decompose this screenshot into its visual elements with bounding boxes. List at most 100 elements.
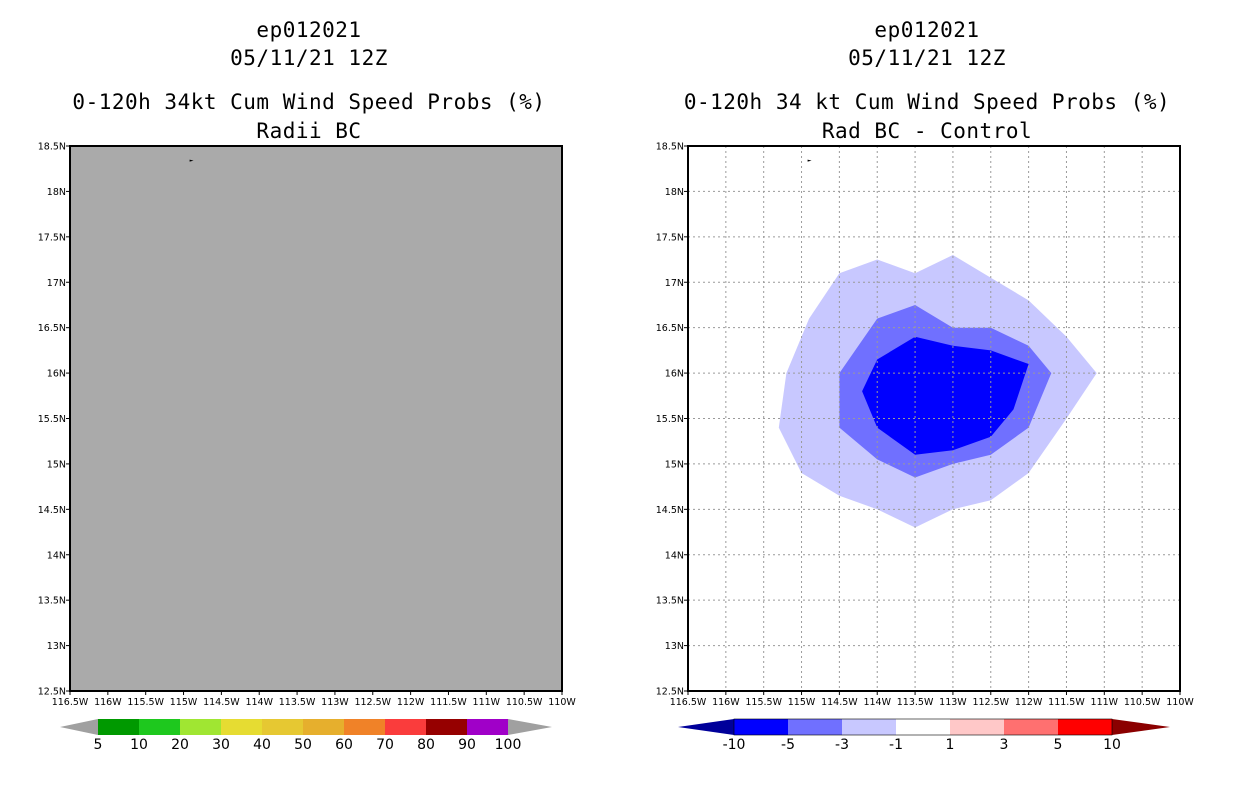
colorbar-label: 40 bbox=[253, 737, 271, 753]
colorbar-label: -3 bbox=[835, 737, 849, 753]
storm-id-title: ep012021 bbox=[874, 18, 980, 42]
x-tick-label: 115W bbox=[170, 697, 198, 708]
x-tick-label: 113W bbox=[939, 697, 967, 708]
colorbar-swatch-5 bbox=[1004, 719, 1058, 735]
right-map-plot: 116.5W 116W 115.5W 115W 114.5W 114W 113.5W 113W… bbox=[656, 142, 1195, 709]
x-tick-label: 111.5W bbox=[1048, 697, 1085, 708]
island-marker bbox=[189, 159, 194, 162]
right-chart-panel: ep012021 05/11/21 12Z 0-120h 34 kt Cum W… bbox=[618, 0, 1236, 800]
y-tick-label: 17N bbox=[47, 278, 66, 289]
colorbar-end-triangle-right bbox=[1112, 719, 1170, 735]
colorbar-swatch-6 bbox=[1058, 719, 1112, 735]
contour-fill-2 bbox=[862, 336, 1029, 455]
colorbar-swatch-3 bbox=[221, 719, 262, 735]
x-tick-label: 110W bbox=[1166, 697, 1194, 708]
y-tick-label: 13N bbox=[665, 641, 684, 652]
y-tick-label: 16.5N bbox=[656, 323, 684, 334]
y-tick-label: 17.5N bbox=[38, 232, 66, 243]
x-tick-label: 113.5W bbox=[897, 697, 934, 708]
colorbar-end-triangle-left bbox=[678, 719, 734, 735]
colorbar-swatch-8 bbox=[426, 719, 467, 735]
y-tick-label: 14.5N bbox=[38, 505, 66, 516]
x-tick-label: 113.5W bbox=[279, 697, 316, 708]
colorbar-label: 10 bbox=[130, 737, 148, 753]
x-tick-label: 112.5W bbox=[354, 697, 391, 708]
colorbar-swatch-4 bbox=[950, 719, 1004, 735]
y-tick-label: 13.5N bbox=[656, 596, 684, 607]
y-tick-label: 12.5N bbox=[656, 687, 684, 698]
left-chart-panel: ep012021 05/11/21 12Z 0-120h 34kt Cum Wi… bbox=[38, 18, 577, 753]
y-tick-label: 14.5N bbox=[656, 505, 684, 516]
colorbar-swatch-2 bbox=[842, 719, 896, 735]
x-tick-label: 112W bbox=[1015, 697, 1043, 708]
y-tick-label: 16N bbox=[47, 369, 66, 380]
x-tick-label: 116.5W bbox=[52, 697, 89, 708]
x-tick-label: 110.5W bbox=[506, 697, 543, 708]
colorbar-swatch-5 bbox=[303, 719, 344, 735]
y-tick-label: 12.5N bbox=[38, 687, 66, 698]
right-colorbar: -10 -5 -3 -1 1 3 5 10 bbox=[678, 718, 1170, 753]
y-tick-label: 18N bbox=[47, 187, 66, 198]
colorbar-swatch-0 bbox=[734, 719, 788, 735]
colorbar-swatch-9 bbox=[467, 719, 508, 735]
colorbar-label: -1 bbox=[889, 737, 903, 753]
y-tick-label: 13.5N bbox=[38, 596, 66, 607]
date-title: 05/11/21 12Z bbox=[230, 46, 388, 70]
y-tick-label: 16N bbox=[665, 369, 684, 380]
colorbar-label: 60 bbox=[335, 737, 353, 753]
y-tick-label: 16.5N bbox=[38, 323, 66, 334]
plot-background bbox=[70, 146, 562, 691]
x-tick-label: 114.5W bbox=[821, 697, 858, 708]
x-tick-label: 111W bbox=[1091, 697, 1119, 708]
chart-title: 0-120h 34kt Cum Wind Speed Probs (%) bbox=[72, 90, 546, 114]
x-tick-label: 116W bbox=[712, 697, 740, 708]
x-tick-label: 114W bbox=[863, 697, 891, 708]
x-tick-label: 115W bbox=[788, 697, 816, 708]
chart-subtitle: Radii BC bbox=[256, 119, 362, 143]
colorbar-label: 90 bbox=[458, 737, 476, 753]
x-tick-label: 113W bbox=[321, 697, 349, 708]
colorbar-swatch-0 bbox=[98, 719, 139, 735]
y-tick-label: 18.5N bbox=[656, 142, 684, 153]
left-map-plot: 116.5W 116W 115.5W 115W 114.5W 114W 113.5W 113W… bbox=[38, 142, 577, 709]
x-tick-label: 114W bbox=[245, 697, 273, 708]
colorbar-end-triangle-right bbox=[508, 719, 552, 735]
date-title: 05/11/21 12Z bbox=[848, 46, 1006, 70]
x-tick-label: 111W bbox=[473, 697, 501, 708]
colorbar-swatch-1 bbox=[139, 719, 180, 735]
colorbar-swatch-4 bbox=[262, 719, 303, 735]
y-tick-label: 18N bbox=[665, 187, 684, 198]
colorbar-label: 10 bbox=[1103, 737, 1121, 753]
y-tick-label: 13N bbox=[47, 641, 66, 652]
colorbar-label: 5 bbox=[94, 737, 103, 753]
x-tick-label: 116.5W bbox=[670, 697, 707, 708]
y-tick-label: 15N bbox=[665, 459, 684, 470]
y-tick-label: 15.5N bbox=[38, 414, 66, 425]
colorbar-label: 1 bbox=[946, 737, 955, 753]
colorbar-label: 70 bbox=[376, 737, 394, 753]
colorbar-label: 5 bbox=[1054, 737, 1063, 753]
y-tick-label: 17N bbox=[665, 278, 684, 289]
island-marker bbox=[807, 159, 812, 162]
x-tick-label: 115.5W bbox=[745, 697, 782, 708]
x-tick-label: 114.5W bbox=[203, 697, 240, 708]
y-tick-label: 15N bbox=[47, 459, 66, 470]
x-tick-label: 115.5W bbox=[127, 697, 164, 708]
colorbar-label: 50 bbox=[294, 737, 312, 753]
colorbar-label: -5 bbox=[781, 737, 795, 753]
colorbar-swatch-7 bbox=[385, 719, 426, 735]
colorbar-swatch-3 bbox=[896, 719, 950, 735]
colorbar-label: 20 bbox=[171, 737, 189, 753]
colorbar-label: 80 bbox=[417, 737, 435, 753]
colorbar-swatch-6 bbox=[344, 719, 385, 735]
colorbar-label: 100 bbox=[495, 737, 522, 753]
x-tick-label: 110W bbox=[548, 697, 576, 708]
colorbar-label: -10 bbox=[723, 737, 746, 753]
colorbar-end-triangle-left bbox=[60, 719, 98, 735]
x-tick-label: 112.5W bbox=[972, 697, 1009, 708]
left-colorbar: 5 10 20 30 40 50 60 70 80 90 100 bbox=[60, 719, 552, 753]
x-tick-label: 111.5W bbox=[430, 697, 467, 708]
x-tick-label: 110.5W bbox=[1124, 697, 1161, 708]
colorbar-outline bbox=[733, 718, 1113, 736]
y-tick-label: 17.5N bbox=[656, 232, 684, 243]
